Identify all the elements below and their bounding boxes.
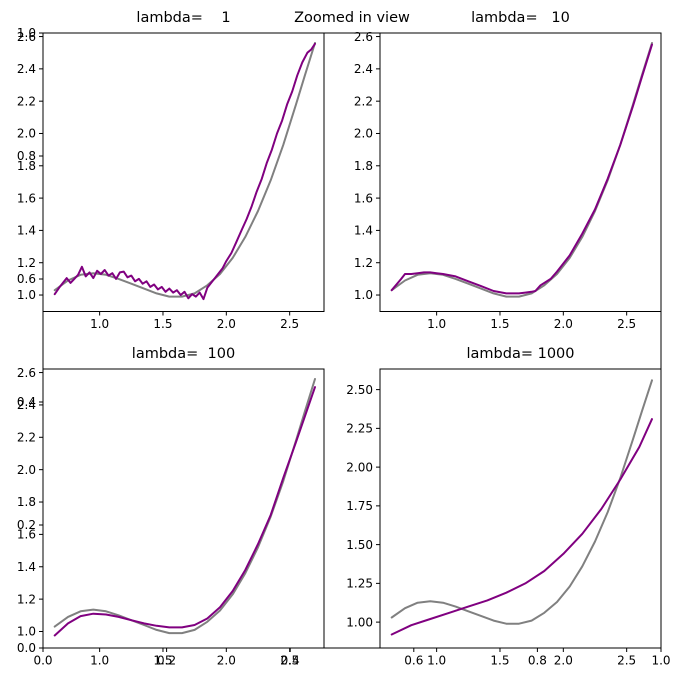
- fitted-curve: [53, 386, 316, 637]
- y-tick-label: 1.25: [346, 577, 373, 591]
- axes-lambda-1: 1.0 1.5 2.0 2.5 1.0 1.2 1.4 1.6 1.8 2.0 2.2 2.4 2.6 l…: [17, 10, 325, 331]
- y-tick-label: 1.6: [354, 191, 373, 205]
- x-tick-label: 2.5: [617, 654, 636, 668]
- y-tick-label: 1.4: [17, 560, 36, 574]
- y-tick-label: 2.0: [17, 127, 36, 141]
- x-tick-label: 1.5: [153, 317, 172, 331]
- true-function-curve: [53, 378, 316, 635]
- fitted-curve: [53, 42, 316, 301]
- x-tick-label: 2.5: [280, 317, 299, 331]
- overlay-title: Zoomed in view: [294, 10, 410, 26]
- x-tick-label: 1.0: [90, 654, 109, 668]
- y-tick-label: 1.50: [346, 538, 373, 552]
- y-tick-label: 1.0: [17, 26, 36, 40]
- y-tick-label: 0.2: [17, 518, 36, 532]
- x-tick-label: 1.5: [490, 654, 509, 668]
- y-tick-label: 1.4: [17, 224, 36, 238]
- y-tick-label: 1.2: [17, 592, 36, 606]
- y-tick-label: 2.0: [354, 127, 373, 141]
- y-tick-label: 1.0: [17, 625, 36, 639]
- true-function-curve: [53, 42, 316, 298]
- y-tick-label: 2.6: [354, 30, 373, 44]
- subplot-title: lambda= 1000: [467, 346, 575, 362]
- x-tick-label: 0.2: [157, 654, 176, 668]
- subplot-title: lambda= 1: [136, 10, 230, 26]
- y-tick-label: 0.0: [17, 641, 36, 655]
- y-tick-label: 2.4: [17, 62, 36, 76]
- true-function-curve: [390, 379, 653, 625]
- y-tick-label: 2.2: [354, 94, 373, 108]
- y-tick-label: 2.6: [17, 366, 36, 380]
- y-tick-label: 1.8: [17, 495, 36, 509]
- x-tick-label: 0.0: [33, 654, 52, 668]
- y-tick-label: 0.4: [17, 395, 36, 409]
- axes-lambda-10: 1.0 1.5 2.0 2.5 1.0 1.2 1.4 1.6 1.8 2.0 2.2 2.4 2.6 l…: [354, 10, 662, 331]
- axes-frame: [379, 32, 662, 312]
- subplot-title: lambda= 10: [471, 10, 570, 26]
- x-tick-label: 0.4: [281, 654, 300, 668]
- x-tick-label: 2.0: [554, 654, 573, 668]
- y-tick-label: 0.6: [17, 272, 36, 286]
- y-tick-label: 2.25: [346, 422, 373, 436]
- x-tick-label: 0.6: [404, 654, 423, 668]
- true-function-curve: [390, 42, 653, 298]
- x-tick-label: 1.0: [651, 654, 670, 668]
- y-tick-label: 1.0: [17, 288, 36, 302]
- axes-overlay: 0.0 0.2 0.4 0.6 0.8 1.0 0.0 0.2 0.4 0.6 0.8 1.0 Zoom…: [17, 10, 671, 668]
- fitted-curve: [390, 418, 653, 636]
- y-tick-label: 1.0: [354, 288, 373, 302]
- y-tick-label: 1.2: [354, 256, 373, 270]
- subplot-title: lambda= 100: [132, 346, 235, 362]
- x-tick-label: 2.0: [217, 317, 236, 331]
- x-tick-label: 1.0: [427, 654, 446, 668]
- x-tick-label: 2.0: [554, 317, 573, 331]
- x-tick-label: 2.5: [617, 317, 636, 331]
- x-tick-label: 2.5: [280, 654, 299, 668]
- y-tick-label: 1.8: [17, 159, 36, 173]
- x-tick-label: 1.0: [427, 317, 446, 331]
- axes-frame: [42, 32, 325, 312]
- y-tick-label: 2.4: [354, 62, 373, 76]
- y-tick-label: 2.0: [17, 463, 36, 477]
- x-tick-label: 1.0: [90, 317, 109, 331]
- fitted-curve: [390, 43, 653, 295]
- axes-frame: [42, 32, 662, 649]
- y-tick-label: 2.2: [17, 430, 36, 444]
- y-tick-label: 2.2: [17, 94, 36, 108]
- x-tick-label: 0.8: [528, 654, 547, 668]
- y-tick-label: 1.00: [346, 615, 373, 629]
- y-tick-label: 1.75: [346, 499, 373, 513]
- y-tick-label: 2.4: [17, 398, 36, 412]
- y-tick-label: 2.6: [17, 30, 36, 44]
- y-tick-label: 1.8: [354, 159, 373, 173]
- y-tick-label: 1.6: [17, 191, 36, 205]
- y-tick-label: 1.4: [354, 224, 373, 238]
- axes-lambda-100: 1.0 1.5 2.0 2.5 1.0 1.2 1.4 1.6 1.8 2.0 2.2 2.4 2.6 l…: [17, 346, 325, 668]
- y-tick-label: 2.00: [346, 460, 373, 474]
- y-tick-label: 2.50: [346, 383, 373, 397]
- x-tick-label: 1.5: [153, 654, 172, 668]
- axes-frame: [42, 368, 325, 649]
- x-tick-label: 1.5: [490, 317, 509, 331]
- y-tick-label: 0.8: [17, 149, 36, 163]
- axes-frame: [379, 368, 662, 649]
- axes-lambda-1000: 1.0 1.5 2.0 2.5 1.00 1.25 1.50 1.75 2.00 2.25 2.50…: [346, 346, 662, 668]
- x-tick-label: 2.0: [217, 654, 236, 668]
- y-tick-label: 1.2: [17, 256, 36, 270]
- y-tick-label: 1.6: [17, 528, 36, 542]
